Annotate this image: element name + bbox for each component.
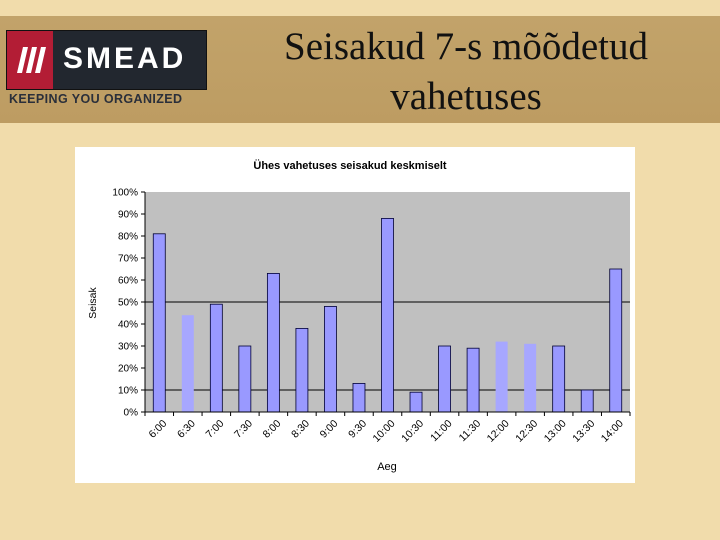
y-tick-label: 30% bbox=[118, 342, 138, 353]
y-tick-label: 100% bbox=[112, 188, 138, 199]
bar bbox=[495, 341, 508, 412]
slide-title: Seisakud 7-s mõõdetud vahetuses bbox=[284, 25, 648, 118]
bar bbox=[609, 268, 623, 413]
x-tick-label: 14:00 bbox=[599, 418, 626, 445]
x-tick-label: 13:00 bbox=[542, 418, 569, 445]
x-tick-label: 9:30 bbox=[346, 418, 369, 441]
bar bbox=[152, 233, 166, 413]
bar bbox=[552, 345, 566, 413]
y-tick-label: 90% bbox=[118, 210, 138, 221]
chart-title: Ühes vahetuses seisakud keskmiselt bbox=[253, 159, 447, 172]
x-tick-label: 6:30 bbox=[175, 418, 198, 441]
logo-tagline: KEEPING YOU ORGANIZED bbox=[9, 92, 183, 106]
x-tick-label: 10:30 bbox=[399, 418, 426, 445]
bar bbox=[466, 347, 480, 413]
bar bbox=[381, 218, 394, 413]
x-tick-label: 7:00 bbox=[204, 418, 227, 441]
bar bbox=[352, 382, 366, 413]
y-tick-label: 60% bbox=[118, 276, 138, 287]
x-tick-label: 11:00 bbox=[428, 418, 455, 445]
chart-panel: Ühes vahetuses seisakud keskmiselt Seisa… bbox=[75, 147, 635, 483]
y-tick-label: 50% bbox=[118, 298, 138, 309]
smead-logo: SMEAD bbox=[6, 30, 207, 90]
x-tick-label: 11:30 bbox=[457, 418, 484, 445]
bar bbox=[181, 315, 194, 412]
x-tick-label: 8:30 bbox=[289, 418, 312, 441]
bar bbox=[580, 389, 594, 413]
logo-slash-icon bbox=[17, 47, 46, 73]
plot-area: 0% 10% 20% 30% 40% 50% 60% 70% 80% 90% 100% 6:00 6:3… bbox=[112, 188, 631, 445]
bar bbox=[324, 305, 337, 413]
x-tick-label: 7:30 bbox=[232, 418, 255, 441]
y-tick-label: 70% bbox=[118, 254, 138, 265]
x-tick-label: 10:00 bbox=[371, 418, 398, 445]
y-tick-label: 20% bbox=[118, 364, 138, 375]
bar bbox=[209, 303, 223, 413]
x-tick-label: 13:30 bbox=[570, 418, 597, 445]
y-tick-label: 40% bbox=[118, 320, 138, 331]
x-tick-label: 12:30 bbox=[513, 418, 540, 445]
y-axis-label: Seisak bbox=[87, 286, 99, 318]
bar-chart: Ühes vahetuses seisakud keskmiselt Seisa… bbox=[87, 159, 631, 473]
bar bbox=[409, 391, 423, 413]
logo-wordmark: SMEAD bbox=[63, 42, 187, 75]
y-tick-label: 10% bbox=[118, 386, 138, 397]
x-tick-label: 9:00 bbox=[318, 418, 341, 441]
x-axis-label: Aeg bbox=[377, 461, 397, 473]
bar bbox=[266, 273, 280, 413]
x-tick-label: 6:00 bbox=[146, 418, 169, 441]
y-tick-label: 0% bbox=[124, 408, 139, 419]
logo-red-block bbox=[7, 31, 53, 89]
bar bbox=[524, 343, 537, 412]
x-tick-label: 12:00 bbox=[485, 418, 512, 445]
y-tick-label: 80% bbox=[118, 232, 138, 243]
x-tick-label: 8:00 bbox=[261, 418, 284, 441]
bar bbox=[238, 345, 252, 413]
bar bbox=[438, 345, 451, 413]
bar bbox=[295, 327, 309, 413]
